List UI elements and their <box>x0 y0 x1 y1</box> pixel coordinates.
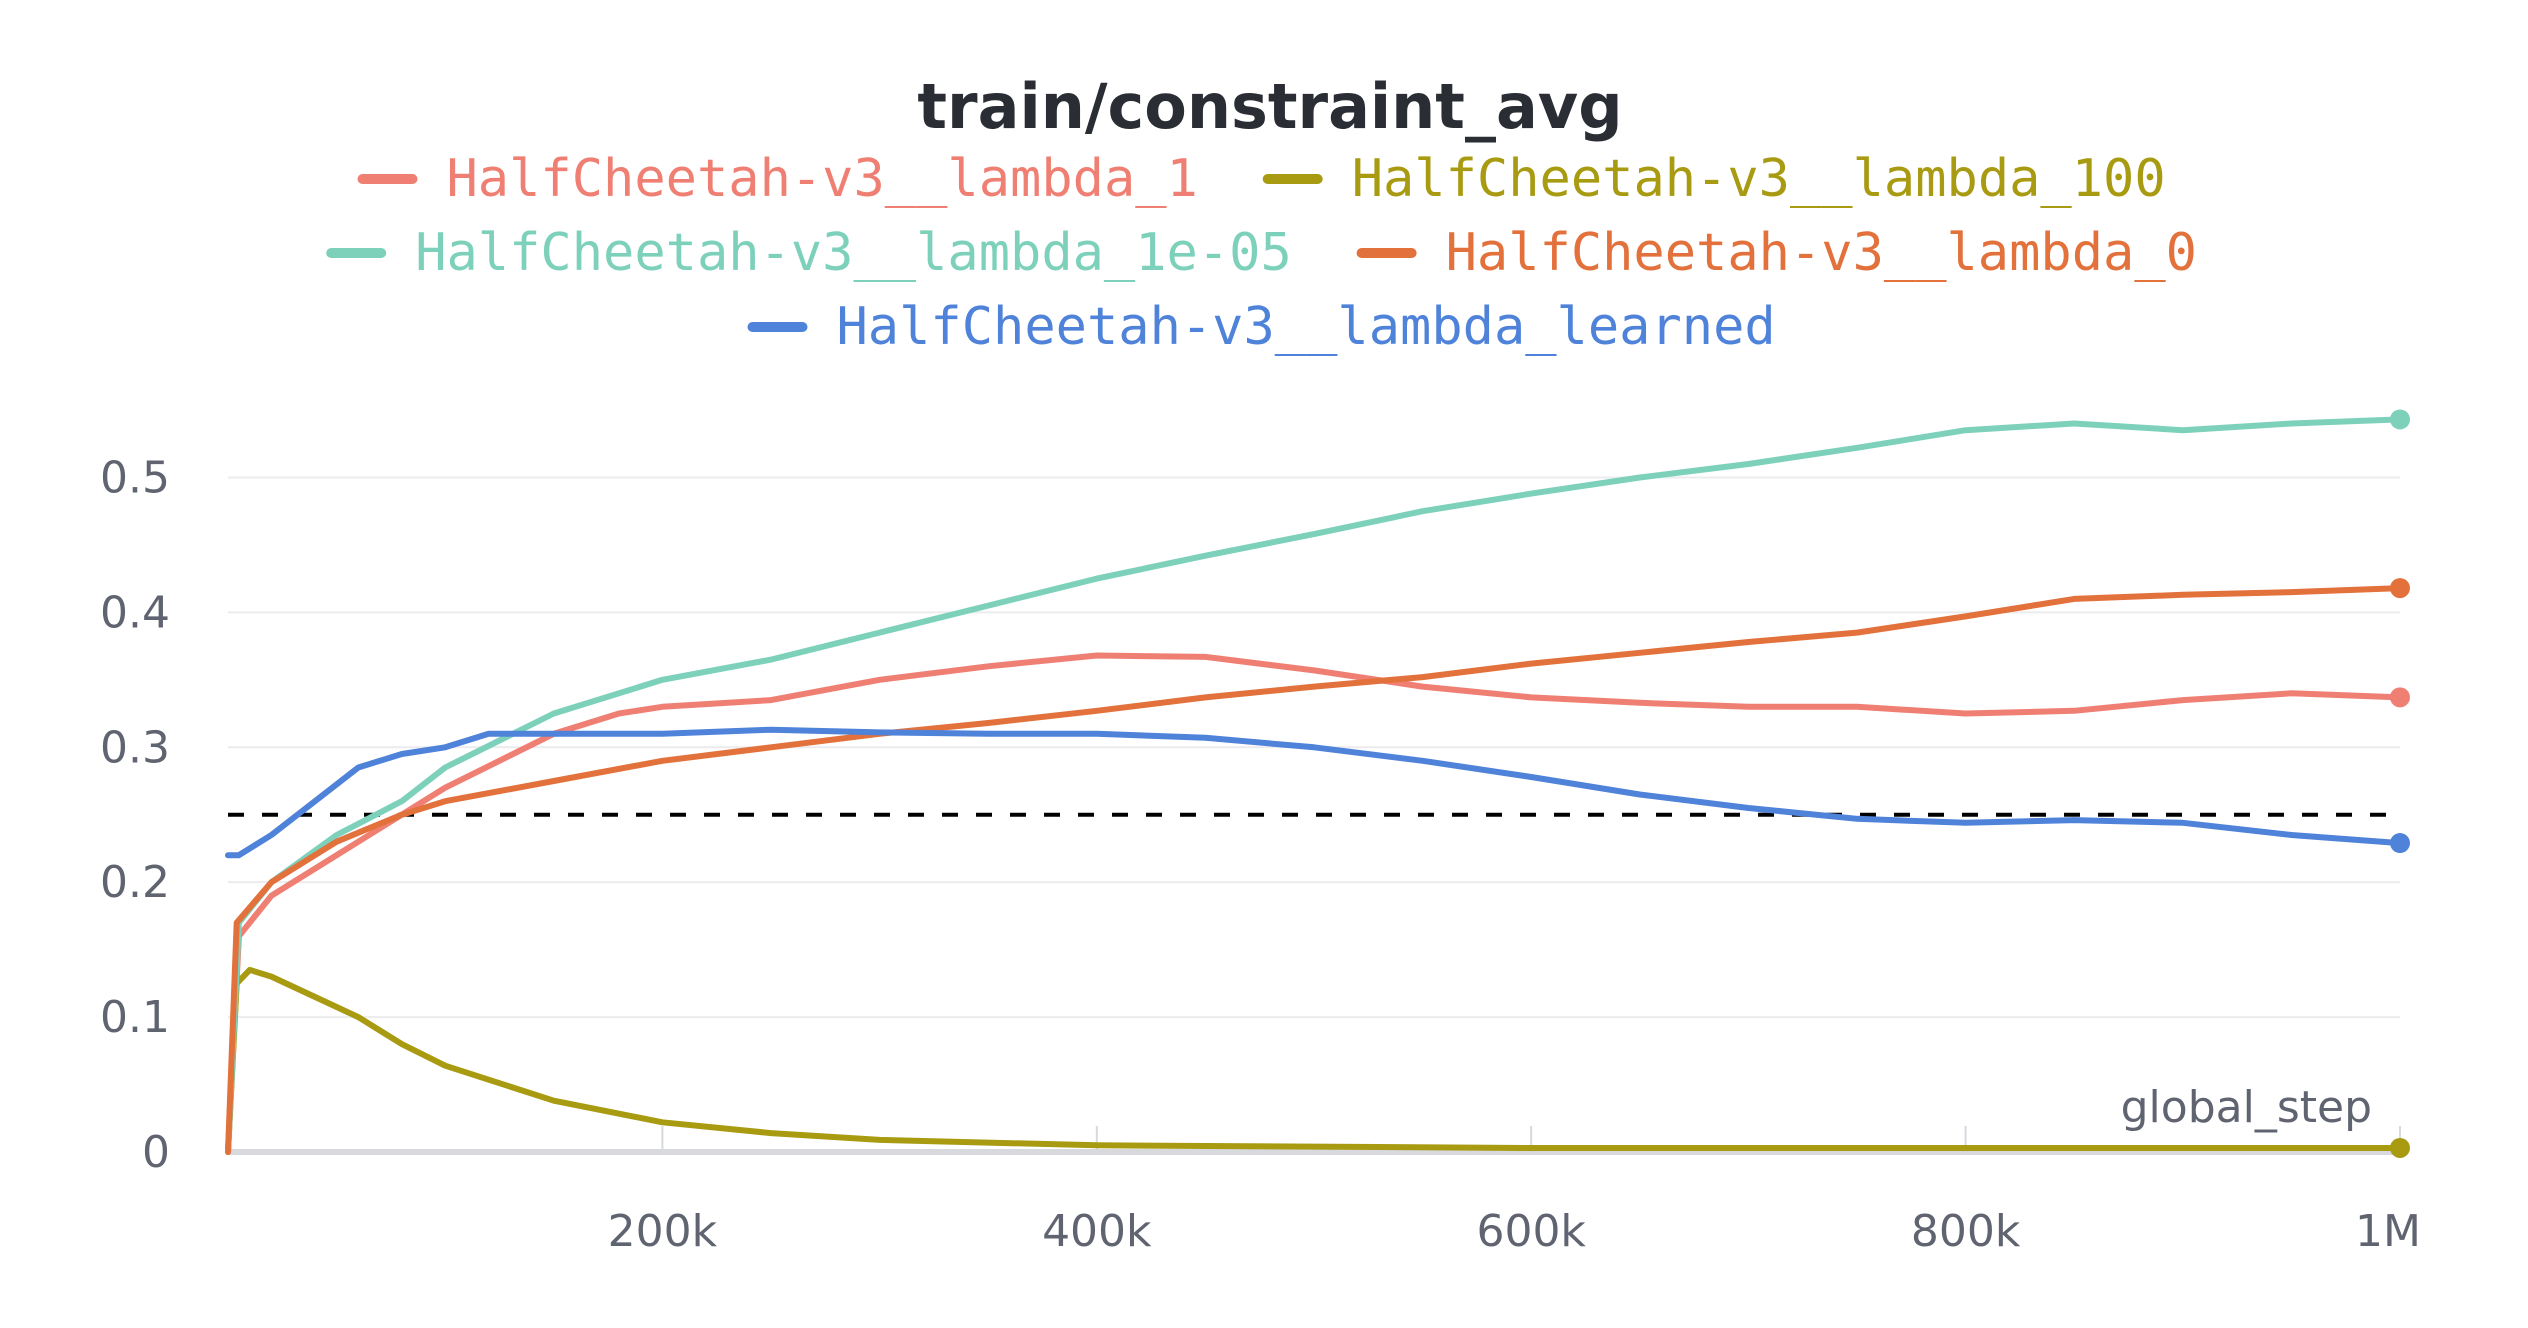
x-tick-label: 200k <box>608 1206 718 1257</box>
x-tick-label: 600k <box>1476 1206 1586 1257</box>
series-line <box>225 585 2403 1155</box>
y-tick-label: 0 <box>142 1127 170 1178</box>
y-tick-label: 0.4 <box>100 587 170 638</box>
y-tick-label: 0.1 <box>100 992 170 1043</box>
y-tick-label: 0.2 <box>100 857 170 908</box>
series-end-marker <box>2390 833 2410 854</box>
x-tick-label: 800k <box>1911 1206 2021 1257</box>
x-tick-label: 1M <box>2355 1206 2421 1257</box>
series-line <box>225 966 2403 1155</box>
x-tick-label: 400k <box>1042 1206 1152 1257</box>
y-tick-label: 0.3 <box>100 722 170 773</box>
series-end-marker <box>2390 578 2410 599</box>
chart-title: train/constraint_avg <box>917 70 1622 143</box>
legend-label: HalfCheetah-v3__lambda_1 <box>447 149 1198 209</box>
series-line <box>225 416 2403 1155</box>
series-lines <box>225 409 2410 1158</box>
series-line <box>225 652 2403 1155</box>
x-axis: 200k 400k 600k 800k 1M <box>608 1206 2421 1257</box>
legend-label: HalfCheetah-v3__lambda_1e-05 <box>415 223 1292 283</box>
series-end-marker <box>2390 687 2410 708</box>
legend-label: HalfCheetah-v3__lambda_100 <box>1352 149 2166 209</box>
series-line <box>225 726 2403 859</box>
x-axis-title: global_step <box>2121 1082 2372 1133</box>
series-end-marker <box>2390 1137 2410 1158</box>
legend-label: HalfCheetah-v3__lambda_learned <box>837 297 1776 357</box>
legend: HalfCheetah-v3__lambda_1 HalfCheetah-v3__… <box>326 149 2197 357</box>
series-end-marker <box>2390 409 2410 430</box>
legend-label: HalfCheetah-v3__lambda_0 <box>1446 223 2197 283</box>
y-axis: 0 0.1 0.2 0.3 0.4 0.5 <box>100 452 170 1178</box>
y-tick-label: 0.5 <box>100 452 170 503</box>
